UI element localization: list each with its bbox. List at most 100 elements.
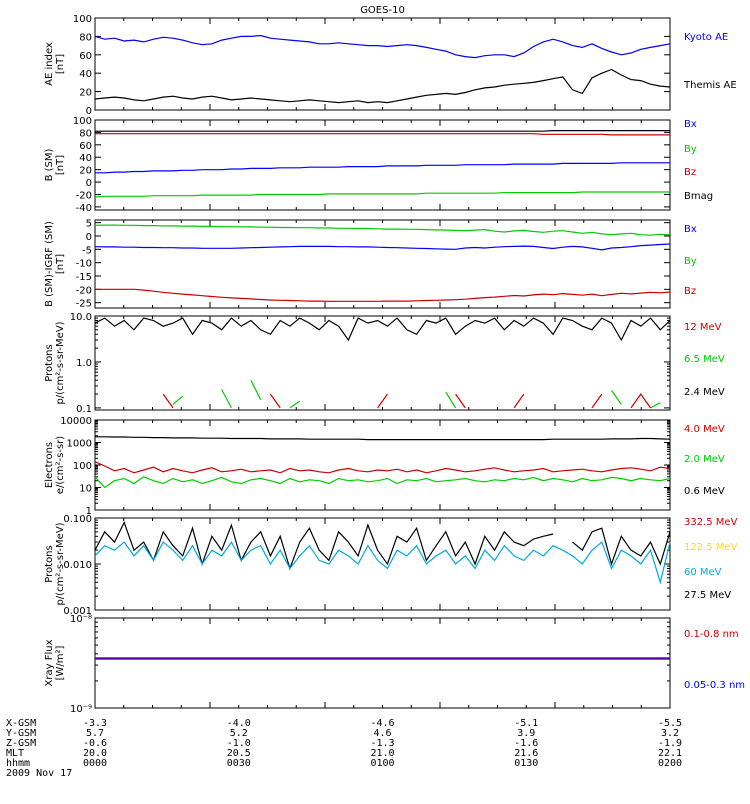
y-tick-label: 20 [79, 166, 92, 177]
panel-1: 0 20 40 60 80 100 AE index[nT] GOES-10 Kyoto AE T… [44, 5, 737, 117]
chart-title: GOES-10 [360, 5, 405, 16]
series-line-2-4-mev [269, 393, 281, 409]
y-tick-label: -10 [76, 259, 92, 270]
x-axis-value: -1.3 [370, 738, 394, 749]
series-line-2-4-mev [591, 393, 603, 409]
y-tick-label: 0.001 [63, 606, 92, 617]
x-axis-row-label: 2009 Nov 17 [6, 768, 72, 779]
y-tick-label: 1.0 [76, 358, 92, 369]
series-line-bz [95, 133, 670, 136]
panel-frame [94, 617, 671, 709]
x-axis-row-label: Z-GSM [6, 738, 36, 749]
y-tick-label: -40 [76, 203, 92, 214]
legend-label: Themis AE [683, 80, 737, 91]
x-axis-value: -1.6 [514, 738, 538, 749]
y-axis-label: Electronse/(cm²-s-sr) [44, 436, 66, 494]
x-axis-value: 0130 [514, 758, 538, 769]
y-tick-label: -20 [76, 285, 92, 296]
legend-label: 12 MeV [684, 322, 722, 333]
y-tick-label: 0 [86, 232, 92, 243]
series-line-4-0-mev [95, 436, 671, 441]
legend-label: 2.0 MeV [684, 454, 725, 465]
y-tick-label: 80 [79, 128, 92, 139]
y-tick-label: 10000 [60, 416, 92, 427]
y-axis-label: B (SM)[nT] [44, 148, 66, 181]
x-axis-value: 5.2 [230, 728, 248, 739]
y-axis-label: Protonsp/(cm²-s-sr-MeV) [44, 522, 66, 605]
legend-label: 27.5 MeV [684, 590, 731, 601]
y-tick-label: 10.0 [70, 312, 92, 323]
legend-label: Bz [684, 286, 696, 297]
series-line-6-5-mev [611, 390, 622, 405]
panel-frame [94, 17, 671, 111]
y-tick-label: 100 [73, 461, 92, 472]
series-line-bx [95, 162, 670, 174]
series-line-2-0-mev [94, 461, 671, 474]
y-tick-label: -5 [82, 245, 92, 256]
legend-label: By [684, 256, 697, 267]
series-line-kyoto-ae [94, 34, 671, 59]
series-line-bmag [95, 130, 670, 132]
x-axis-value: 0030 [227, 758, 251, 769]
y-axis-label: Protonsp/(cm²-s-sr-MeV) [44, 321, 66, 404]
x-axis-value: 21.0 [370, 748, 394, 759]
legend-label: 60 MeV [684, 567, 722, 578]
series-line-by [94, 191, 670, 198]
legend-label: 6.5 MeV [684, 354, 725, 365]
y-axis-label: B (SM)-IGRF (SM)[nT] [44, 221, 66, 307]
series-line-2-4-mev [377, 393, 388, 409]
y-axis-label: AE index[nT] [44, 42, 66, 86]
panel-frame [94, 315, 671, 411]
legend-label: Kyoto AE [684, 32, 728, 43]
x-axis-value: 5.7 [86, 728, 104, 739]
legend-label: 4.0 MeV [684, 424, 725, 435]
x-axis-value: -5.5 [658, 718, 682, 729]
x-axis-value: 0100 [370, 758, 394, 769]
x-axis-value: 0200 [658, 758, 682, 769]
y-tick-label: 40 [79, 69, 92, 80]
legend-label: 122.5 MeV [684, 542, 738, 553]
y-tick-label: 0.010 [63, 560, 92, 571]
panel-3: -25 -20 -15 -10 -5 0 5 B (SM)-IGRF (SM)[nT] Bx By… [44, 219, 697, 310]
y-axis-label: Xray Flux[W/m²] [44, 639, 66, 686]
y-tick-label: -15 [76, 272, 92, 283]
y-tick-label: 100 [73, 14, 92, 25]
series-line-332-5-mev [572, 527, 671, 567]
series-line-bz [95, 288, 671, 302]
legend-label: By [684, 144, 697, 155]
y-tick-label: -25 [76, 299, 92, 310]
series-line-60-mev [94, 540, 671, 585]
y-tick-label: 60 [79, 51, 92, 62]
series-line-0-6-mev [94, 476, 671, 489]
panel-4: 0.1 1.0 10.0 Protonsp/(cm²-s-sr-MeV) 12 MeV 6… [44, 312, 725, 415]
x-axis-value: -4.0 [227, 718, 251, 729]
x-axis-value: 22.1 [658, 748, 682, 759]
y-tick-label: 20 [79, 88, 92, 99]
series-line-6-5-mev [221, 389, 232, 409]
x-axis-value: 3.9 [517, 728, 535, 739]
legend-label: 0.05-0.3 nm [684, 680, 745, 691]
y-tick-label: 10⁻⁸ [70, 614, 92, 625]
x-axis-value: -3.3 [83, 718, 107, 729]
x-axis-value: 20.0 [83, 748, 107, 759]
panel-frame [94, 419, 671, 511]
panel-5: 1 10 100 1000 10000 Electronse/(cm²-s-sr) 4.0 … [44, 416, 725, 517]
y-tick-label: 0.100 [63, 514, 92, 525]
x-axis-value: -4.6 [370, 718, 394, 729]
y-tick-label: 0 [86, 106, 92, 117]
x-axis-row-label: MLT [6, 748, 24, 759]
series-line-2-4-mev [455, 393, 466, 409]
series-line-bx [94, 243, 671, 251]
x-axis-value: -0.6 [83, 738, 107, 749]
y-tick-label: 1000 [67, 439, 92, 450]
y-tick-label: 0.1 [76, 404, 92, 415]
legend-label: 0.6 MeV [684, 486, 725, 497]
panel-7: 10⁻⁹ 10⁻⁸ Xray Flux[W/m²] 0.1-0.8 nm 0.05-0.… [44, 614, 745, 715]
x-axis-row-label: hhmm [6, 758, 30, 769]
series-line-2-4-mev [162, 393, 174, 409]
x-axis-value: 21.6 [514, 748, 538, 759]
y-tick-label: 0 [86, 178, 92, 189]
